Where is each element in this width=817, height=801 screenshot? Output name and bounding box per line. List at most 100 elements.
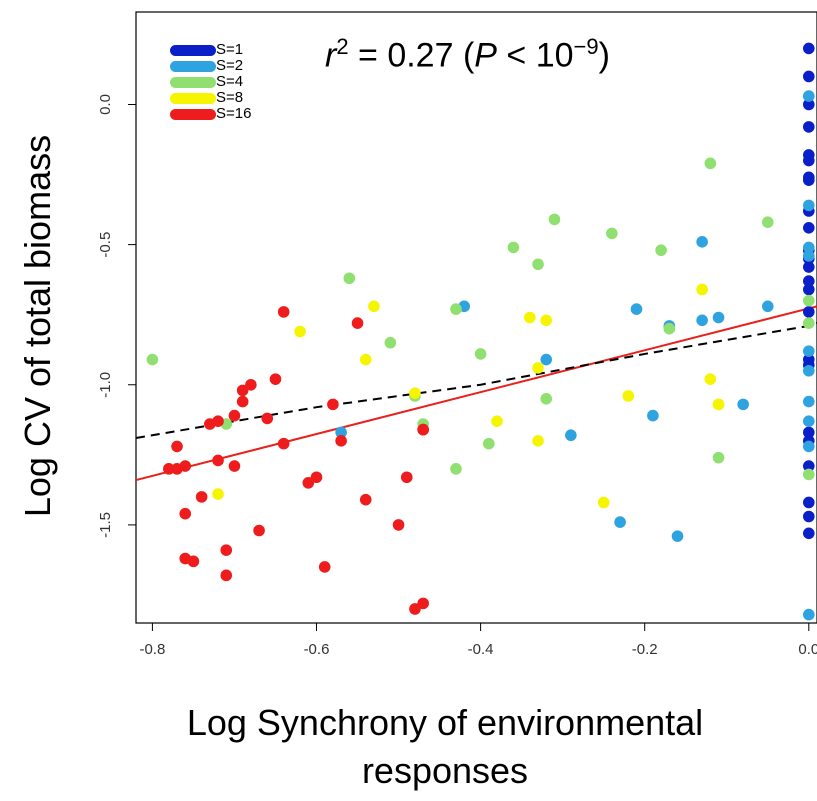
data-point [606,227,618,240]
data-point [524,311,536,324]
legend-label: S=1 [216,41,244,58]
p-exponent: −9 [573,34,599,59]
data-point [474,348,487,360]
data-point [802,250,815,262]
data-point [245,378,257,391]
data-point [212,415,224,428]
data-point [491,415,503,428]
data-point [384,336,397,349]
data-point [253,524,265,537]
data-point [712,398,725,411]
data-point [409,387,421,399]
data-point [802,496,815,509]
data-point [318,561,331,573]
data-point [802,426,815,439]
x-axis-label-line1: Log Synchrony of environmental [186,702,704,743]
data-point [335,426,347,439]
data-point [761,300,774,313]
legend-item: S=4 [170,74,251,90]
y-axis: 0.0 -0.5 -1.0 -1.5 [97,94,136,538]
y-tick-label: -1.5 [97,512,114,538]
data-point [647,409,659,422]
data-point [671,530,684,542]
data-points [146,42,815,621]
data-point [802,415,815,428]
data-point [409,603,421,615]
data-point [163,463,175,475]
x-axis: -0.8 -0.6 -0.4 -0.2 0.0 [139,623,817,658]
y-axis-label: Log CV of total biomass [17,134,58,518]
data-point [220,544,233,556]
data-point [761,216,774,229]
data-point [712,451,725,464]
data-point [179,507,192,520]
x-axis-label-line2: responses [361,750,529,791]
legend-item: S=2 [170,58,251,74]
data-point [532,435,544,447]
data-point [597,496,610,509]
data-point [327,398,339,411]
data-point [310,471,323,484]
y-tick-label: -0.5 [97,232,114,258]
data-point [614,516,626,528]
data-point [802,222,815,234]
data-point [802,283,815,296]
legend-label: S=16 [216,105,252,122]
data-point [392,519,405,531]
data-point [802,241,815,254]
data-point [802,70,815,83]
data-point [696,283,708,296]
data-point [220,569,233,582]
data-point [663,322,676,335]
data-point [540,392,553,405]
data-point [417,423,429,436]
data-point [532,362,544,374]
y-tick-label: 0.0 [97,94,114,115]
x-tick-label: -0.4 [468,641,494,658]
data-point [228,409,241,422]
data-point [704,373,717,385]
data-point [236,395,249,408]
data-point [343,272,356,285]
data-point [622,390,635,402]
legend-item: S=8 [170,90,251,106]
data-point [802,395,815,408]
data-point [802,527,815,540]
data-point [450,463,462,475]
plot-frame [135,11,817,624]
data-point [802,468,815,481]
legend-label: S=8 [216,89,244,106]
data-point [704,157,717,170]
data-point [802,294,815,307]
data-point [351,317,364,329]
legend-swatch [170,92,216,104]
data-point [302,477,315,489]
data-point [228,460,241,472]
data-point [146,353,159,366]
data-point [802,199,815,212]
data-point [450,303,462,315]
data-point [802,608,815,621]
plot-area: 0.0 -0.5 -1.0 -1.5 -0.8 -0.6 -0.4 -0.2 0.0 [97,11,817,658]
legend: S=1 S=2 S=4 S=8 S=16 [170,42,251,122]
data-point [655,244,667,257]
r-symbol: r [325,36,337,75]
data-point [802,261,815,273]
p-symbol: P [474,36,497,75]
data-point [368,300,380,313]
data-point [269,373,282,385]
x-tick-label: -0.8 [139,641,165,658]
r-exponent: 2 [336,34,349,59]
data-point [802,317,815,329]
legend-swatch [170,44,216,56]
data-point [802,306,815,318]
data-point [696,236,708,248]
data-point [277,306,290,318]
data-point [712,311,725,324]
data-point [802,440,815,453]
y-tick-label: -1.0 [97,372,114,398]
close-paren: ) [598,36,610,75]
data-point [212,488,224,500]
data-point [179,460,192,472]
